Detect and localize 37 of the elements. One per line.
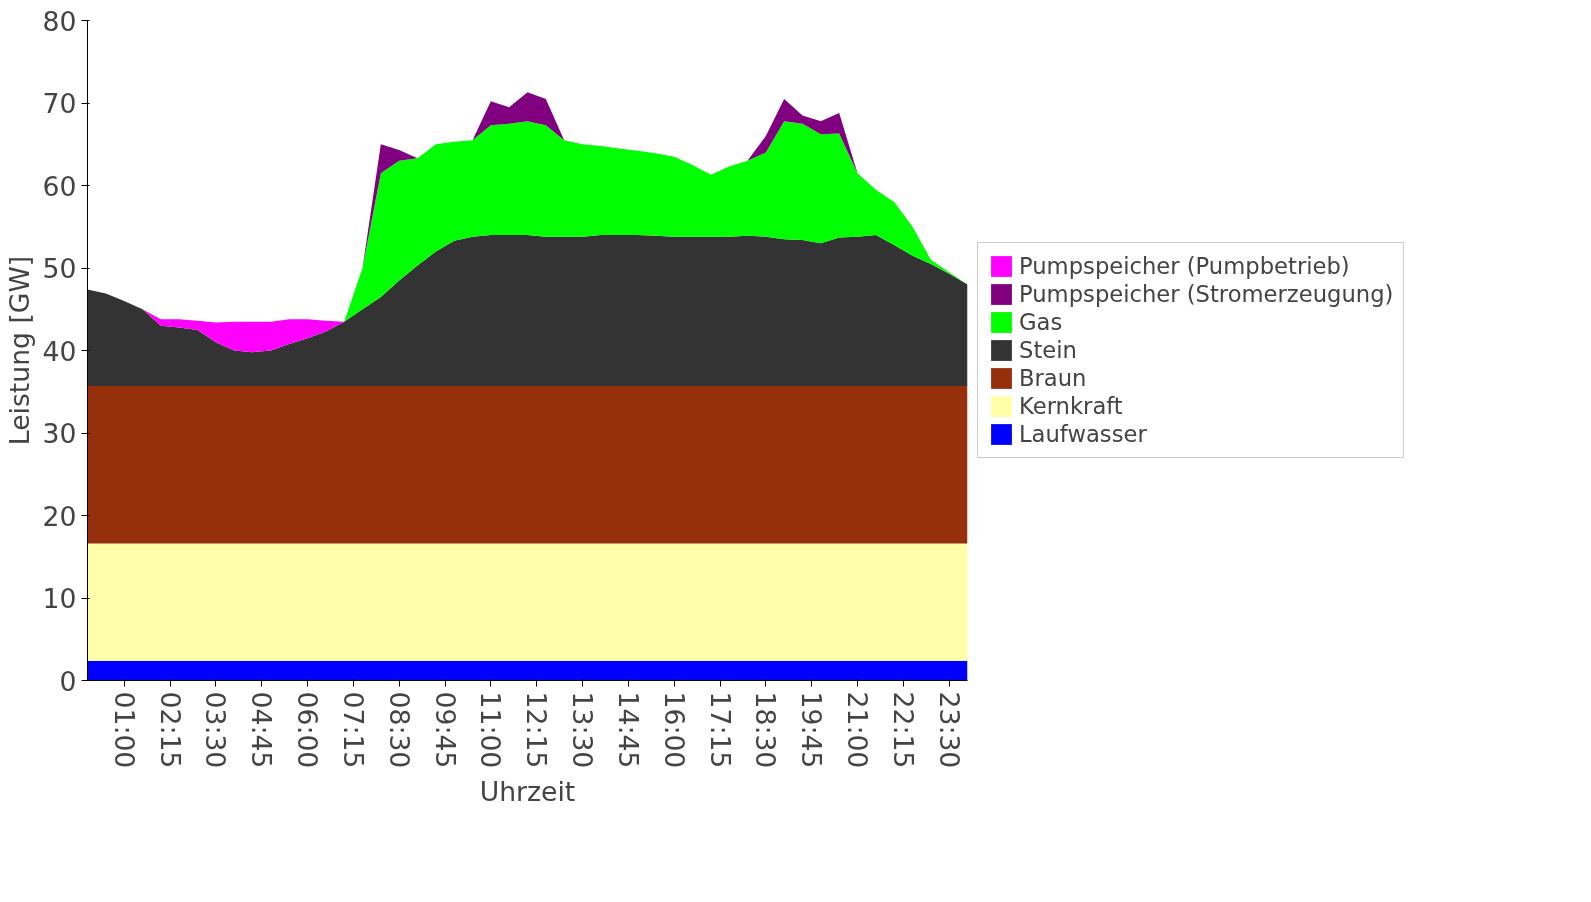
y-axis-title: Leistung [GW] bbox=[3, 255, 35, 446]
y-tick-label: 70 bbox=[42, 88, 77, 119]
legend-label: Laufwasser bbox=[1019, 421, 1147, 447]
x-tick-label: 07:15 bbox=[337, 691, 369, 769]
y-tick-label: 10 bbox=[42, 583, 77, 614]
x-tick-label: 03:30 bbox=[200, 691, 232, 769]
x-tick-label: 01:00 bbox=[108, 691, 140, 769]
y-tick-label: 30 bbox=[42, 418, 77, 449]
x-tick-label: 22:15 bbox=[887, 691, 919, 769]
x-tick-label: 04:45 bbox=[246, 691, 278, 769]
y-tick-label: 60 bbox=[42, 170, 77, 202]
x-tick-label: 16:00 bbox=[658, 691, 690, 769]
legend-label: Braun bbox=[1019, 365, 1087, 391]
y-tick-label: 50 bbox=[42, 253, 77, 284]
y-tick-label: 80 bbox=[42, 5, 77, 37]
x-tick-label: 12:15 bbox=[521, 691, 553, 769]
x-tick-label: 19:45 bbox=[796, 691, 828, 769]
x-tick-label: 14:45 bbox=[612, 691, 644, 769]
legend-label: Pumpspeicher (Pumpbetrieb) bbox=[1019, 253, 1350, 279]
x-tick-label: 06:00 bbox=[292, 691, 323, 769]
x-tick-label: 11:00 bbox=[475, 691, 507, 769]
y-tick-label: 40 bbox=[42, 335, 77, 367]
x-tick-label: 21:00 bbox=[842, 691, 873, 769]
x-tick-label: 13:30 bbox=[567, 691, 598, 769]
x-tick-label: 18:30 bbox=[750, 691, 782, 769]
legend-label: Pumpspeicher (Stromerzeugung) bbox=[1019, 281, 1394, 307]
x-axis-title: Uhrzeit bbox=[479, 776, 576, 808]
legend-label: Kernkraft bbox=[1019, 393, 1123, 419]
legend-label: Gas bbox=[1019, 309, 1063, 335]
legend-label: Stein bbox=[1019, 337, 1077, 363]
x-tick-label: 02:15 bbox=[154, 691, 186, 769]
y-tick-label: 0 bbox=[59, 665, 77, 697]
x-tick-label: 23:30 bbox=[933, 691, 965, 769]
y-tick-label: 20 bbox=[42, 500, 77, 532]
x-tick-label: 09:45 bbox=[429, 691, 461, 769]
x-tick-label: 17:15 bbox=[704, 691, 736, 769]
x-tick-label: 08:30 bbox=[383, 691, 415, 769]
